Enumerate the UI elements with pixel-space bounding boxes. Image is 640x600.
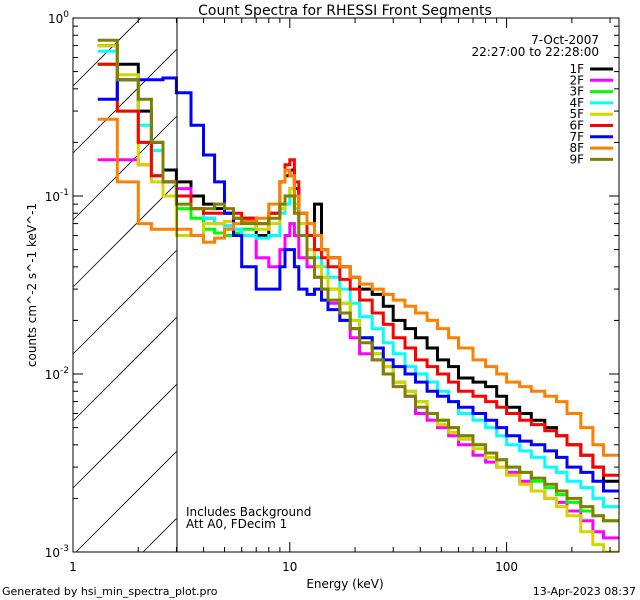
legend-label-5F: 5F bbox=[569, 107, 584, 121]
plot-frame bbox=[72, 17, 620, 553]
chart-title: Count Spectra for RHESSI Front Segments bbox=[198, 3, 492, 19]
footer-timestamp: 13-Apr-2023 08:37 bbox=[533, 585, 636, 598]
annotation-attenuator: Att A0, FDecim 1 bbox=[186, 517, 287, 531]
hatch-line bbox=[75, 451, 177, 553]
hatch-line bbox=[72, 317, 177, 422]
series-1F bbox=[97, 44, 619, 483]
hatch-line bbox=[72, 250, 177, 355]
series-4F bbox=[97, 49, 619, 509]
legend-label-2F: 2F bbox=[569, 73, 584, 87]
x-tick-label: 1 bbox=[69, 560, 77, 574]
hatch-line bbox=[142, 518, 177, 553]
legend-label-6F: 6F bbox=[569, 119, 584, 133]
legend-label-9F: 9F bbox=[569, 152, 584, 166]
x-tick-label: 10 bbox=[282, 560, 297, 574]
series-9F bbox=[97, 38, 619, 523]
legend-time-range: 22:27:00 to 22:28:00 bbox=[472, 45, 599, 59]
series-6F bbox=[97, 62, 619, 477]
y-tick-labels: 100 10-1 10-2 10-3 bbox=[45, 10, 70, 560]
x-tick-label: 100 bbox=[495, 560, 518, 574]
series-8F bbox=[97, 117, 619, 457]
hatch-line bbox=[72, 384, 177, 489]
y-axis-label: counts cm^-2 s^-1 keV^-1 bbox=[25, 203, 39, 367]
y-tick-label: 100 bbox=[48, 10, 69, 26]
legend-label-4F: 4F bbox=[569, 96, 584, 110]
legend-label-3F: 3F bbox=[569, 85, 584, 99]
series-group bbox=[97, 38, 619, 552]
hatch-line bbox=[72, 183, 177, 288]
hatch-line bbox=[72, 116, 177, 221]
legend-label-8F: 8F bbox=[569, 141, 584, 155]
legend-label-1F: 1F bbox=[569, 62, 584, 76]
legend-label-7F: 7F bbox=[569, 130, 584, 144]
x-tick-labels: 1 10 100 bbox=[69, 560, 518, 574]
y-tick-label: 10-3 bbox=[45, 544, 69, 560]
legend-date: 7-Oct-2007 bbox=[531, 33, 599, 47]
hatch-line bbox=[72, 49, 177, 154]
annotation-background: Includes Background bbox=[186, 505, 311, 519]
x-axis-label: Energy (keV) bbox=[306, 577, 383, 591]
y-tick-label: 10-1 bbox=[45, 188, 69, 204]
axis-ticks bbox=[72, 18, 619, 553]
y-tick-label: 10-2 bbox=[45, 366, 69, 382]
hatched-region bbox=[72, 17, 177, 553]
footer-generated-by: Generated by hsi_min_spectra_plot.pro bbox=[2, 585, 218, 598]
